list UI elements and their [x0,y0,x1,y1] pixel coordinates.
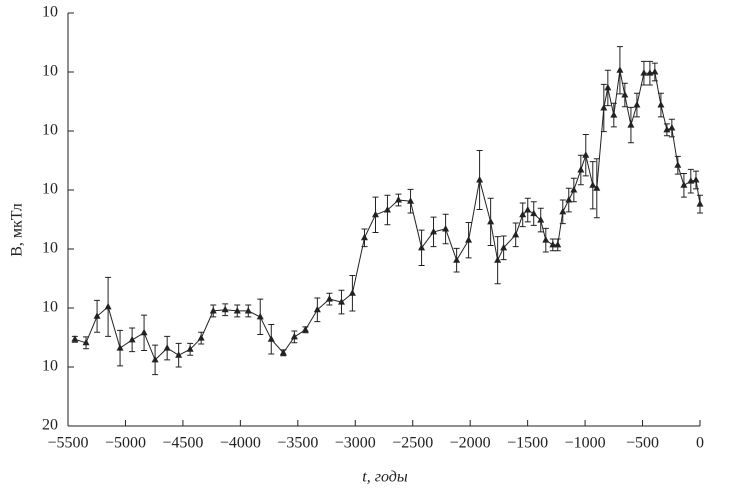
marker [256,312,264,320]
marker [279,348,287,356]
marker [233,306,241,314]
x-tick-label: −1000 [565,435,606,452]
marker [616,66,624,73]
marker [640,69,648,76]
marker [696,200,704,207]
marker [221,305,229,313]
marker [325,295,333,302]
x-tick-label: −1500 [507,435,548,452]
marker [104,302,112,310]
x-tick-label: −5500 [47,435,88,452]
marker [610,111,618,118]
marker [465,236,473,243]
marker [593,184,601,191]
marker [93,312,101,319]
marker [244,306,252,314]
marker [687,177,695,184]
y-axis-label: B, мкТл [9,203,26,257]
x-tick-label: −5000 [105,435,146,452]
marker [600,103,608,111]
marker [500,243,508,251]
marker [267,335,275,342]
marker [589,181,597,188]
marker [680,181,688,188]
marker [604,83,612,91]
marker [394,196,402,203]
y-tick-label: 10 [42,4,58,21]
marker [476,175,484,183]
marker [453,256,461,263]
x-tick-label: 0 [696,435,704,452]
data-line [74,70,701,361]
marker [663,125,671,133]
x-tick-label: −3500 [277,435,318,452]
marker [442,224,450,232]
marker [559,207,567,215]
marker [582,151,590,158]
y-tick-label: 10 [42,63,58,80]
marker [383,206,391,213]
marker [128,335,136,343]
marker [537,216,545,223]
marker [209,306,217,314]
y-tick-label: 10 [42,299,58,316]
x-tick-label: −2500 [392,435,433,452]
marker [519,210,527,218]
marker [116,344,124,351]
marker [565,196,573,203]
x-tick-label: −500 [626,435,659,452]
marker [554,240,562,248]
marker [633,101,641,108]
x-axis-label: t, годы [362,469,408,486]
y-tick-label: 10 [42,358,58,375]
y-tick-label: 20 [42,417,58,434]
marker [621,91,629,98]
marker [549,240,557,248]
y-tick-label: 10 [42,240,58,257]
marker [530,209,538,217]
marker [430,227,438,235]
marker [290,332,298,340]
marker [313,305,321,313]
marker [407,197,415,204]
marker [163,344,171,351]
marker [487,217,495,225]
marker [657,101,665,108]
marker [512,230,520,238]
marker [360,233,368,241]
marker [301,325,309,333]
marker [542,236,550,243]
marker [175,351,183,358]
marker [692,175,700,183]
x-tick-label: −3000 [335,435,376,452]
marker [197,334,205,341]
marker [140,328,148,336]
marker [524,206,532,213]
marker [577,165,585,173]
x-tick-label: −4500 [162,435,203,452]
marker [71,335,79,342]
x-tick-label: −4000 [220,435,261,452]
marker [82,338,90,346]
y-tick-label: 10 [42,122,58,139]
marker [348,289,356,296]
marker [186,345,194,352]
marker [651,68,659,75]
marker [337,298,345,305]
x-tick-label: −2000 [450,435,491,452]
marker [494,256,502,263]
marker [371,210,379,218]
marker [151,355,159,363]
marker [668,124,676,131]
marker [570,186,578,193]
y-tick-label: 10 [42,181,58,198]
marker [418,243,426,251]
marker [674,161,682,168]
marker [627,121,635,128]
